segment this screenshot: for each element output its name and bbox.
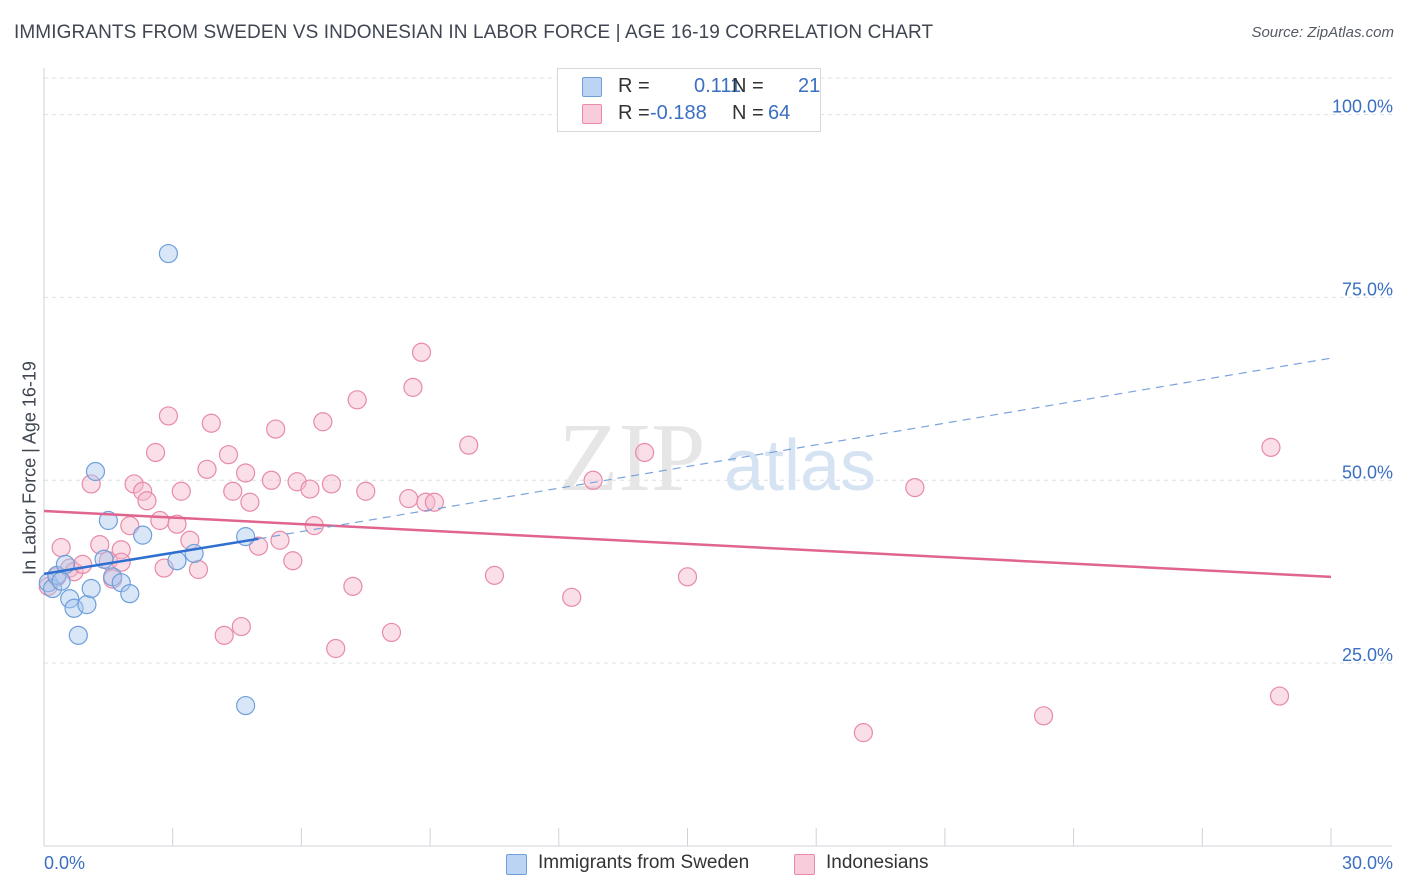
point-indonesians — [459, 435, 479, 455]
point-indonesians — [266, 419, 286, 439]
legend-r-value-sweden: 0.111 — [694, 75, 742, 97]
point-sweden — [133, 525, 153, 545]
point-indonesians — [326, 638, 346, 659]
point-sweden — [85, 461, 106, 482]
point-indonesians — [283, 551, 303, 571]
point-indonesians — [137, 491, 157, 511]
point-indonesians — [347, 390, 367, 410]
point-indonesians — [223, 481, 243, 501]
point-indonesians — [343, 576, 363, 596]
point-sweden — [120, 584, 140, 604]
point-indonesians — [218, 445, 239, 465]
y-tick-label: 50.0% — [1342, 462, 1393, 482]
point-indonesians — [484, 565, 505, 585]
legend-n-label: N = — [732, 75, 764, 97]
point-indonesians — [300, 479, 320, 499]
bottom-legend-label-indonesians: Indonesians — [826, 852, 929, 873]
x-tick-labels: 0.0% 30.0% — [44, 853, 1393, 873]
legend-swatch-sweden — [582, 77, 602, 97]
point-indonesians — [321, 474, 342, 494]
point-indonesians — [381, 622, 402, 643]
x-tick-label-max: 30.0% — [1342, 853, 1393, 873]
correlation-legend: R = 0.111 N = 21 R = -0.188 N = 64 — [557, 68, 821, 132]
bottom-legend-swatch-indonesians — [794, 854, 815, 875]
point-indonesians — [171, 481, 191, 501]
point-indonesians — [399, 488, 419, 509]
point-indonesians — [214, 625, 234, 645]
point-indonesians — [583, 470, 603, 490]
bottom-legend-swatch-sweden — [506, 854, 527, 875]
chart-title: IMMIGRANTS FROM SWEDEN VS INDONESIAN IN … — [14, 22, 934, 43]
legend-r-label: R = — [618, 102, 650, 124]
point-indonesians — [81, 474, 101, 494]
point-indonesians — [150, 510, 170, 531]
bottom-legend-label-sweden: Immigrants from Sweden — [538, 852, 750, 873]
grid-lines — [44, 77, 1392, 664]
point-sweden — [98, 510, 118, 531]
point-indonesians — [411, 342, 432, 362]
point-indonesians — [248, 536, 269, 556]
point-indonesians — [51, 537, 71, 558]
source-credit: Source: ZipAtlas.com — [1251, 24, 1394, 41]
point-indonesians — [261, 470, 281, 490]
point-indonesians — [145, 442, 166, 463]
point-indonesians — [1261, 437, 1281, 457]
trendline-indonesians — [43, 509, 1332, 579]
point-indonesians — [562, 587, 582, 607]
point-indonesians — [1033, 706, 1054, 726]
point-sweden — [81, 578, 101, 599]
point-indonesians — [677, 567, 698, 587]
point-indonesians — [634, 442, 655, 463]
point-indonesians — [158, 406, 179, 426]
y-tick-label: 25.0% — [1342, 645, 1393, 665]
watermark-zip: ZIP — [559, 404, 706, 512]
point-indonesians — [133, 481, 153, 501]
axes — [43, 68, 1392, 847]
point-indonesians — [167, 514, 187, 534]
legend-r-value-indonesians: -0.188 — [650, 102, 707, 124]
point-indonesians — [90, 535, 110, 555]
trend-lines — [43, 357, 1332, 579]
point-indonesians — [201, 413, 221, 433]
point-sweden — [236, 695, 256, 716]
y-tick-label: 100.0% — [1332, 97, 1393, 117]
watermark-atlas: atlas — [724, 426, 876, 506]
legend-n-value-sweden: 21 — [798, 75, 821, 97]
point-sweden — [77, 595, 97, 615]
y-tick-labels: 25.0% 50.0% 75.0% 100.0% — [1332, 97, 1393, 666]
point-sweden — [68, 625, 88, 645]
point-indonesians — [905, 478, 925, 498]
point-indonesians — [313, 412, 333, 432]
point-indonesians — [73, 554, 93, 575]
legend-n-label: N = — [732, 102, 764, 124]
point-indonesians — [853, 723, 873, 743]
point-indonesians — [1269, 686, 1290, 706]
watermark: ZIP atlas — [559, 404, 877, 512]
point-indonesians — [188, 559, 209, 580]
y-tick-label: 75.0% — [1342, 279, 1393, 299]
trendline-sweden — [43, 537, 259, 576]
point-indonesians — [236, 463, 256, 483]
legend-swatch-indonesians — [582, 104, 602, 124]
data-points — [38, 243, 1290, 743]
point-indonesians — [197, 459, 217, 479]
point-sweden — [60, 589, 80, 609]
x-tick-label-min: 0.0% — [44, 853, 85, 873]
y-axis-label: In Labor Force | Age 16-19 — [19, 361, 40, 575]
point-indonesians — [356, 481, 376, 501]
point-indonesians — [231, 616, 251, 637]
point-indonesians — [240, 492, 260, 512]
legend-r-label: R = — [618, 75, 650, 97]
legend-n-value-indonesians: 64 — [768, 102, 791, 124]
point-sweden — [158, 243, 179, 264]
point-indonesians — [403, 377, 423, 397]
point-sweden — [51, 571, 71, 591]
point-sweden — [167, 551, 187, 571]
point-indonesians — [424, 492, 444, 512]
